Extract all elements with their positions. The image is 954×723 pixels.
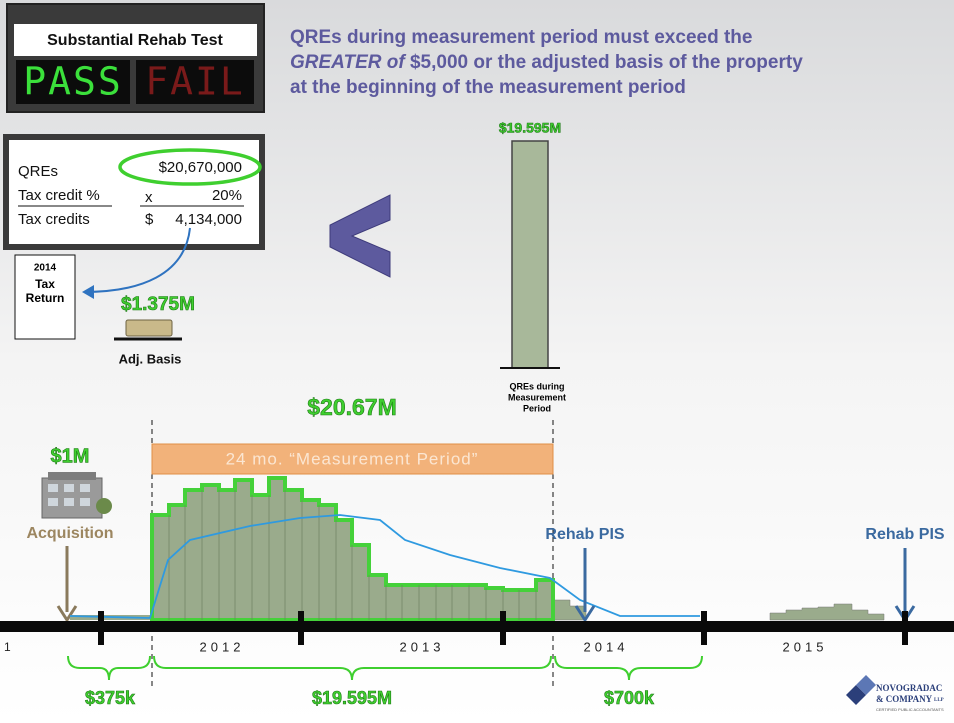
logo-text: NOVOGRADAC [876, 683, 942, 693]
year-label: 2015 [783, 639, 828, 654]
tax-return-text: Return [26, 291, 65, 305]
year-label: 2013 [400, 639, 445, 654]
tax-return-year: 2014 [34, 263, 57, 274]
table-cell: Tax credit % [18, 187, 100, 204]
timeline-axis [0, 621, 954, 632]
tax-return-text: Tax [35, 277, 55, 291]
title-line: at the beginning of the measurement peri… [290, 77, 686, 98]
acquisition-label: Acquisition [26, 525, 113, 542]
table-cell: x [145, 189, 153, 206]
timeline-start: 1 [4, 640, 11, 654]
pass-indicator: PASS [23, 60, 123, 104]
qre-bar-amount: $19.595M [499, 120, 561, 136]
table-cell: Tax credits [18, 211, 90, 228]
title-rest: $5,000 or the adjusted basis of the prop… [410, 52, 803, 73]
logo-text: & COMPANY [876, 694, 933, 704]
qre-bar-label: Period [523, 403, 551, 413]
total-amount: $20.67M [307, 394, 397, 420]
adjusted-basis-block [126, 320, 172, 336]
title-line: GREATER of $5,000 or the adjusted basis … [290, 52, 803, 73]
qre-bar-label: Measurement [508, 392, 566, 402]
rehab-pis-label: Rehab PIS [865, 526, 944, 543]
table-cell: $ [145, 211, 154, 228]
table-cell: QREs [18, 163, 58, 180]
title-emphasis: GREATER of [290, 52, 406, 73]
adjusted-basis-label: Adj. Basis [119, 351, 182, 366]
year-label: 2012 [200, 639, 245, 654]
period-label: 24 mo. “Measurement Period” [226, 449, 479, 468]
table-cell: 20% [212, 187, 242, 204]
test-label: Substantial Rehab Test [47, 32, 223, 49]
qre-bar-label: QREs during [509, 381, 564, 391]
segment-amount: $700k [604, 688, 655, 708]
logo-suffix: LLP [934, 698, 944, 703]
year-label: 2014 [584, 639, 629, 654]
fail-indicator: FAIL [145, 60, 245, 104]
slide: Substantial Rehab Test PASS FAIL QREs du… [0, 0, 954, 723]
logo-text: & COMPANY LLP [876, 694, 944, 704]
page: Substantial Rehab Test PASS FAIL QREs du… [0, 0, 954, 723]
acquisition-amount: $1M [51, 445, 90, 467]
rehab-pis-label: Rehab PIS [545, 526, 624, 543]
title-line: QREs during measurement period must exce… [290, 27, 752, 48]
segment-amount: $375k [85, 688, 136, 708]
table-cell: $20,670,000 [159, 159, 242, 176]
adjusted-basis-amount: $1.375M [121, 294, 195, 315]
segment-amount: $19.595M [312, 688, 392, 708]
qre-bar [512, 141, 548, 368]
logo-tagline: CERTIFIED PUBLIC ACCOUNTANTS [876, 707, 944, 712]
table-cell: 4,134,000 [175, 211, 242, 228]
building-icon [42, 472, 112, 518]
